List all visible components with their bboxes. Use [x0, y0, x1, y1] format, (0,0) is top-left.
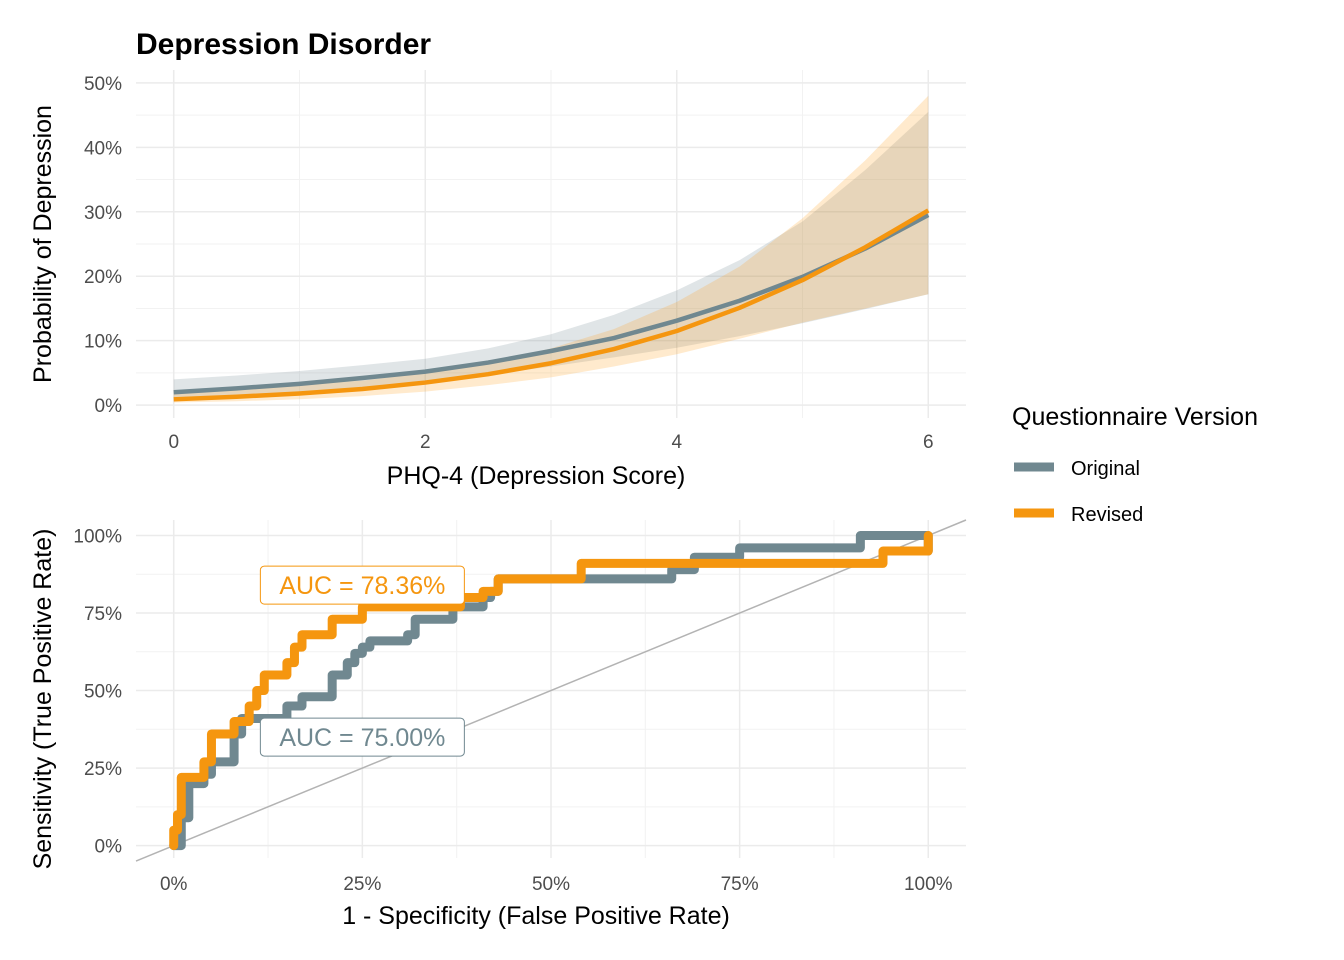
y-tick-label: 10% [84, 332, 122, 353]
y-tick-label: 20% [84, 267, 122, 288]
auc-label-revised: AUC = 78.36% [279, 572, 445, 600]
probability-x-axis-title: PHQ-4 (Depression Score) [387, 462, 686, 490]
roc-panel: AUC = 78.36% AUC = 75.00% 0% 25% 50% 75% 100… [29, 519, 967, 930]
x-tick-label: 50% [532, 874, 570, 895]
legend-label-revised: Revised [1071, 504, 1143, 526]
roc-x-axis-title: 1 - Specificity (False Positive Rate) [342, 902, 730, 930]
roc-curves [169, 531, 933, 851]
probability-y-axis-title: Probability of Depression [29, 105, 57, 383]
roc-y-axis-title: Sensitivity (True Positive Rate) [29, 529, 57, 870]
y-tick-label: 0% [95, 837, 123, 858]
x-tick-label: 4 [671, 432, 682, 453]
probability-grid [136, 70, 966, 418]
legend-label-original: Original [1071, 458, 1140, 480]
x-tick-label: 75% [721, 874, 759, 895]
x-tick-label: 25% [343, 874, 381, 895]
diagonal-reference-line [135, 519, 967, 862]
auc-label-original-box [259, 717, 465, 757]
confidence-band-revised [173, 95, 929, 403]
y-tick-label: 50% [84, 74, 122, 95]
y-tick-label: 75% [84, 604, 122, 625]
x-tick-label: 0% [160, 874, 188, 895]
x-tick-label: 6 [923, 432, 934, 453]
figure-title: Depression Disorder [136, 28, 431, 61]
y-tick-label: 50% [84, 682, 122, 703]
x-tick-label: 100% [904, 874, 953, 895]
x-tick-label: 0 [168, 432, 179, 453]
legend: Questionnaire Version Original Revised [1012, 403, 1258, 526]
probability-lines [173, 208, 930, 402]
y-tick-label: 40% [84, 138, 122, 159]
probability-line-original [173, 213, 930, 395]
y-tick-label: 25% [84, 759, 122, 780]
probability-panel: 0 2 4 6 0% 10% 20% 30% 40% 50% PHQ-4 (Depression … [29, 70, 966, 490]
auc-label-original: AUC = 75.00% [279, 724, 445, 752]
auc-label-revised-box [259, 565, 465, 605]
roc-reference-line [135, 519, 967, 862]
x-tick-label: 2 [420, 432, 431, 453]
y-tick-label: 0% [95, 396, 123, 417]
probability-tick-labels: 0 2 4 6 0% 10% 20% 30% 40% 50% [84, 74, 934, 453]
confidence-band-original [173, 111, 929, 399]
legend-title: Questionnaire Version [1012, 403, 1258, 431]
roc-annotations: AUC = 78.36% AUC = 75.00% [259, 565, 465, 757]
confidence-bands [173, 95, 929, 403]
roc-tick-labels: 0% 25% 50% 75% 100% 0% 25% 50% 75% 100% [73, 527, 952, 895]
y-tick-label: 100% [73, 527, 122, 548]
y-tick-label: 30% [84, 203, 122, 224]
roc-curve-revised [169, 531, 933, 851]
probability-line-revised [173, 208, 930, 402]
